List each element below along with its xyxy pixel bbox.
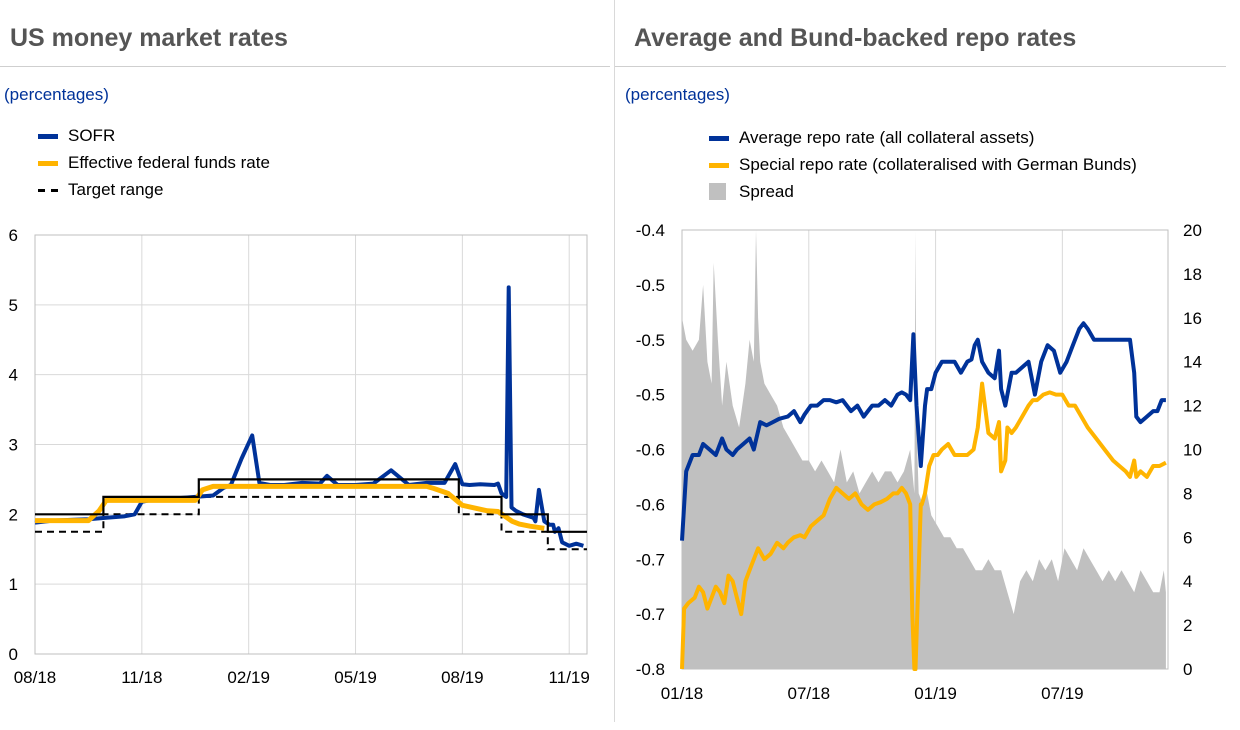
- legend-swatch-special-repo: [709, 163, 729, 168]
- legend-swatch-target-range: [38, 189, 58, 192]
- y-tick-label: 5: [9, 296, 18, 315]
- right-chart-plot: 01/18 07/18 01/19 07/19 -0.8 -0.7 -0.7 -0.6 -0.6…: [636, 221, 1202, 703]
- y-tick-label: -0.5: [636, 331, 665, 350]
- y-tick-label: 3: [9, 436, 18, 455]
- y-tick-label: 4: [9, 366, 18, 385]
- right-title-rule: [615, 66, 1226, 67]
- x-tick-label: 02/19: [227, 668, 270, 687]
- x-tick-label: 08/18: [14, 668, 57, 687]
- plot-frame: [681, 229, 1169, 670]
- y-tick-label: 2: [9, 505, 18, 524]
- plot-frame: [34, 234, 588, 655]
- series-spread-area: [682, 230, 1166, 669]
- legend-label-sofr: SOFR: [68, 126, 116, 145]
- y-tick-label: -0.7: [636, 550, 665, 569]
- x-tick-label: 01/19: [914, 684, 957, 703]
- series-target-range-upper: [35, 478, 587, 533]
- series-effective-federal-funds-rate: [35, 483, 545, 531]
- right-chart-title: Average and Bund-backed repo rates: [634, 24, 1077, 52]
- y2-tick-label: 18: [1183, 265, 1202, 284]
- left-title-rule: [0, 66, 610, 67]
- legend-label-special-repo: Special repo rate (collateralised with G…: [739, 155, 1137, 174]
- y2-tick-label: 8: [1183, 484, 1192, 503]
- legend-swatch-effr: [38, 161, 58, 166]
- legend-swatch-average-repo: [709, 136, 729, 141]
- x-tick-label: 07/18: [788, 684, 831, 703]
- x-tick-label: 11/19: [549, 668, 590, 687]
- y-tick-label: 0: [9, 645, 18, 664]
- legend-swatch-spread: [709, 183, 726, 200]
- y-tick-label: 1: [9, 575, 18, 594]
- y-tick-label: -0.6: [636, 495, 665, 514]
- y2-tick-label: 16: [1183, 309, 1202, 328]
- y-tick-label: -0.5: [636, 386, 665, 405]
- panel-divider: [614, 0, 615, 722]
- y2-tick-label: 12: [1183, 397, 1202, 416]
- x-tick-label: 08/19: [441, 668, 484, 687]
- y2-tick-label: 14: [1183, 353, 1202, 372]
- y-tick-label: -0.8: [636, 660, 665, 679]
- y-tick-label: -0.4: [636, 221, 665, 240]
- x-tick-label: 11/18: [121, 668, 162, 687]
- series-special-repo-rate: [680, 381, 1167, 671]
- x-tick-label: 07/19: [1041, 684, 1084, 703]
- y2-tick-label: 0: [1183, 660, 1192, 679]
- legend-swatch-sofr: [38, 134, 58, 139]
- right-chart-subtitle: (percentages): [625, 85, 730, 104]
- legend-label-average-repo: Average repo rate (all collateral assets…: [739, 128, 1035, 147]
- legend-label-effr: Effective federal funds rate: [68, 153, 270, 172]
- left-chart-panel: US money market rates (percentages) SOFR…: [0, 0, 614, 730]
- y-tick-label: 6: [9, 226, 18, 245]
- legend-label-target-range: Target range: [68, 180, 164, 199]
- series-average-repo-rate: [680, 321, 1166, 541]
- y2-tick-label: 2: [1183, 616, 1192, 635]
- x-tick-label: 05/19: [334, 668, 377, 687]
- y2-tick-label: 20: [1183, 221, 1202, 240]
- legend-label-spread: Spread: [739, 182, 794, 201]
- series-target-range-lower: [35, 495, 587, 551]
- left-chart-subtitle: (percentages): [4, 85, 109, 104]
- y-tick-label: -0.6: [636, 441, 665, 460]
- y2-tick-label: 10: [1183, 441, 1202, 460]
- left-chart-title: US money market rates: [10, 24, 288, 52]
- y2-tick-label: 4: [1183, 572, 1192, 591]
- y-tick-label: -0.7: [636, 605, 665, 624]
- x-tick-label: 01/18: [661, 684, 704, 703]
- right-chart-panel: Average and Bund-backed repo rates (perc…: [615, 0, 1240, 730]
- y2-tick-label: 6: [1183, 528, 1192, 547]
- left-chart-plot: 0 1 2 3 4 5 6 08/18 11/18 02/19 05/19 08/19 11/19: [9, 226, 590, 687]
- y-tick-label: -0.5: [636, 276, 665, 295]
